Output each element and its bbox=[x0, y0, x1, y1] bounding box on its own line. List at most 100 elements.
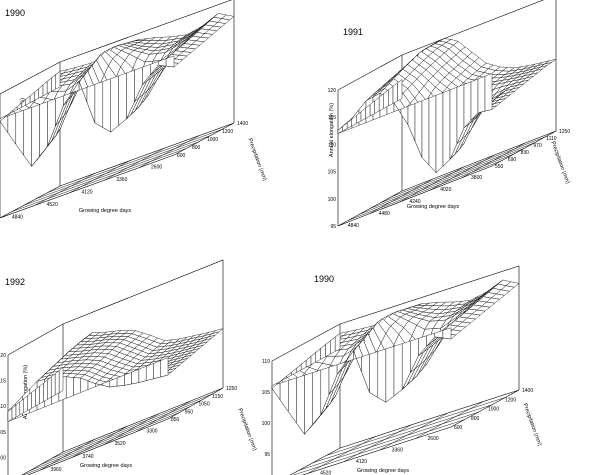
floor-grid-line bbox=[22, 412, 180, 475]
surface-skirt bbox=[337, 126, 343, 134]
z-tick-label: 110 bbox=[262, 359, 270, 365]
surface-skirt bbox=[118, 72, 127, 126]
x-tick-label: 3740 bbox=[82, 454, 93, 460]
y-tick-label: 1200 bbox=[505, 397, 516, 403]
surface-skirt bbox=[385, 346, 395, 403]
surface-skirt bbox=[102, 78, 111, 133]
surface-skirt bbox=[414, 100, 423, 158]
floor-grid-line bbox=[104, 148, 165, 181]
surface-skirt bbox=[442, 327, 452, 340]
surface-skirt bbox=[407, 103, 416, 142]
x-tick-label: 3960 bbox=[50, 467, 61, 473]
z-axis-title: Annual elongation (%) bbox=[329, 103, 335, 157]
y-tick-label: 1400 bbox=[522, 388, 533, 394]
x-tick-label: 4520 bbox=[320, 471, 331, 475]
z-tick-label: 120 bbox=[0, 353, 6, 359]
y-tick-label: 800 bbox=[471, 416, 480, 422]
x-tick-label: 3520 bbox=[114, 441, 125, 447]
y-axis-title: Precipitation (mm) bbox=[246, 138, 267, 182]
y-tick-label: 1000 bbox=[207, 137, 218, 143]
surface-skirt bbox=[153, 360, 161, 379]
x-tick-label: 3360 bbox=[116, 177, 127, 183]
floor-outline bbox=[0, 122, 235, 219]
floor-grid-line bbox=[135, 400, 192, 432]
y-tick-label: 800 bbox=[192, 145, 201, 151]
y-tick-label: 1250 bbox=[226, 386, 237, 392]
y-tick-label: 1110 bbox=[546, 136, 557, 142]
x-axis-title: Growing degree days bbox=[357, 468, 410, 474]
x-axis-title: Growing degree days bbox=[80, 463, 133, 469]
floor-grid-line bbox=[343, 424, 412, 462]
surface-mesh bbox=[0, 13, 235, 167]
floor-grid-line bbox=[103, 413, 160, 445]
surface-skirt bbox=[94, 81, 103, 128]
y-tick-label: 970 bbox=[533, 143, 542, 149]
floor-grid-line bbox=[326, 397, 506, 456]
floor-grid-line bbox=[380, 142, 535, 203]
surface-skirt bbox=[51, 74, 56, 92]
surface-skirt bbox=[369, 351, 378, 398]
surface-skirt bbox=[19, 398, 24, 416]
x-axis-title: Growing degree days bbox=[79, 208, 132, 214]
z-tick-label: 115 bbox=[328, 115, 336, 121]
z-tick-label: 100 bbox=[0, 455, 6, 461]
x-tick-label: 3800 bbox=[471, 175, 482, 181]
surface-skirt bbox=[165, 55, 175, 68]
surface-skirt bbox=[393, 343, 403, 397]
surface-skirt bbox=[377, 348, 387, 403]
z-tick-label: 110 bbox=[328, 142, 336, 148]
surface-mesh bbox=[337, 38, 557, 173]
surface-skirt bbox=[43, 379, 48, 402]
surface-skirt bbox=[66, 376, 74, 399]
surface-skirt bbox=[477, 76, 486, 113]
surface-skirt bbox=[51, 373, 56, 398]
floor-grid-line bbox=[379, 413, 448, 451]
surface-skirt bbox=[110, 75, 119, 133]
floor-grid-line bbox=[391, 136, 546, 198]
z-tick-label: 105 bbox=[328, 170, 337, 176]
x-tick-label: 4840 bbox=[12, 215, 23, 221]
surface-skirt bbox=[279, 380, 289, 412]
surface-skirt bbox=[46, 77, 52, 94]
surface-skirt bbox=[388, 86, 394, 107]
surface-skirt bbox=[7, 112, 16, 145]
z-axis-title: Annual elongation (%) bbox=[23, 365, 29, 419]
floor-grid-line bbox=[299, 411, 479, 471]
surface-skirt bbox=[39, 383, 44, 404]
y-tick-label: 550 bbox=[495, 164, 504, 170]
floor-grid-line bbox=[292, 419, 465, 475]
surface-skirt bbox=[288, 377, 297, 423]
floor-grid-line bbox=[312, 404, 492, 464]
x-tick-label: 4840 bbox=[348, 223, 359, 229]
y-tick-label: 1050 bbox=[199, 402, 210, 408]
y-tick-label: 1200 bbox=[222, 129, 233, 135]
surface-skirt bbox=[463, 81, 472, 129]
y-axis-title: Precipitation (mm) bbox=[549, 141, 570, 185]
surface-skirt bbox=[296, 375, 305, 435]
surface-skirt bbox=[42, 81, 48, 97]
x-tick-label: 3300 bbox=[146, 428, 157, 434]
surface-skirt bbox=[15, 110, 24, 156]
surface-skirt bbox=[160, 357, 169, 378]
x-tick-label: 2600 bbox=[428, 436, 439, 442]
floor-outline bbox=[21, 387, 224, 475]
floor-grid-line bbox=[51, 393, 213, 459]
surface-skirt bbox=[304, 372, 313, 435]
surface-skirt bbox=[73, 377, 81, 396]
surface-skirt bbox=[47, 376, 52, 400]
surface-skirt bbox=[484, 73, 493, 112]
z-tick-label: 95 bbox=[330, 224, 336, 230]
x-tick-label: 4240 bbox=[409, 199, 420, 205]
z-tick-label: 105 bbox=[262, 390, 271, 396]
z-tick-label: 115 bbox=[0, 379, 6, 385]
surface-skirt bbox=[334, 333, 341, 352]
surface-skirt bbox=[54, 370, 60, 396]
x-tick-label: 4020 bbox=[440, 187, 451, 193]
surface-skirt bbox=[39, 101, 48, 157]
x-tick-label: 4120 bbox=[81, 190, 92, 196]
surface-skirt bbox=[315, 348, 321, 363]
axis-box bbox=[271, 265, 520, 475]
panel-title: 1992 bbox=[5, 277, 25, 287]
x-tick-label: 3360 bbox=[392, 447, 403, 453]
surface-skirt bbox=[320, 344, 326, 360]
